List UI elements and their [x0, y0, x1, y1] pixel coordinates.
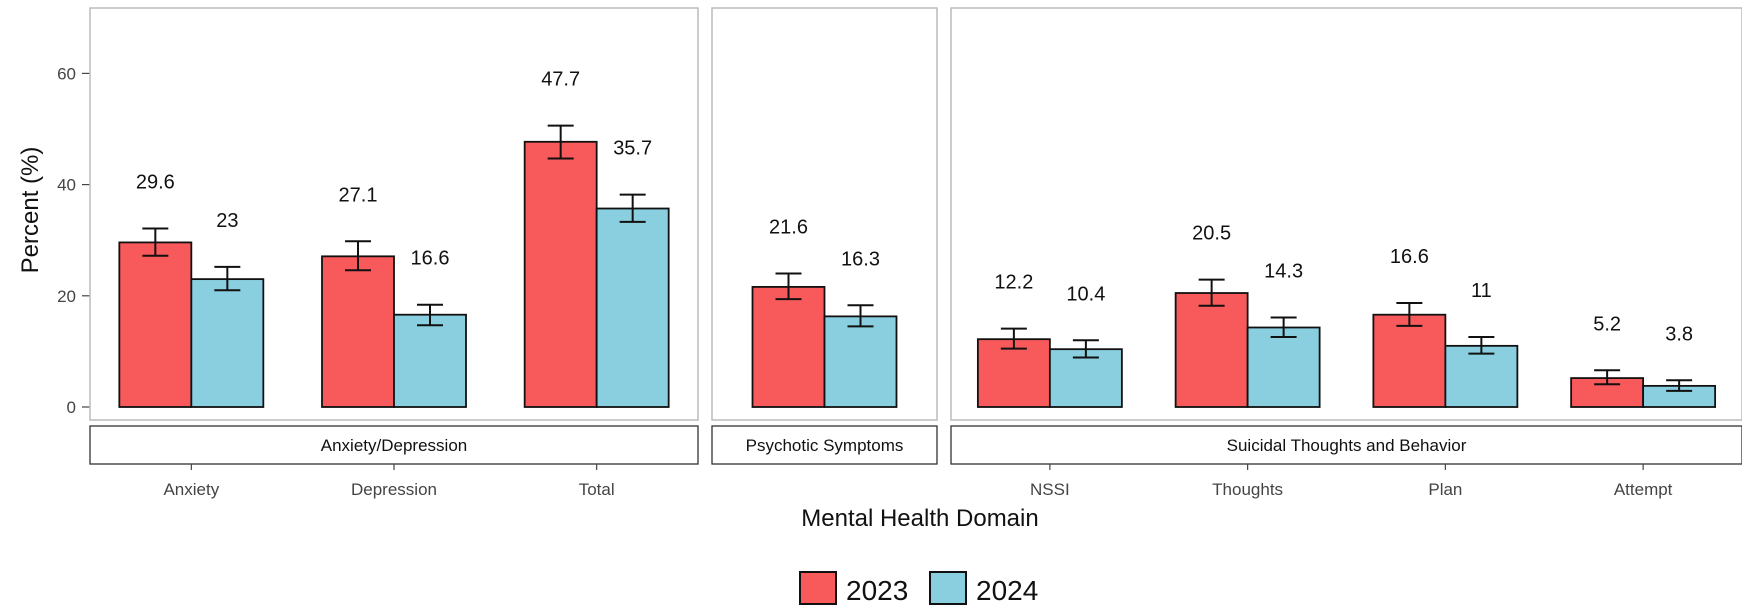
y-tick-label: 20	[57, 287, 76, 306]
facet-strip	[711, 425, 938, 465]
bar-2024	[393, 313, 467, 408]
legend-label: 2024	[976, 575, 1038, 606]
bar-2023	[321, 255, 395, 408]
x-tick-label: Total	[579, 480, 615, 499]
legend: 2023 2024	[799, 571, 1038, 606]
data-label: 47.7	[541, 69, 580, 91]
data-label: 20.5	[1192, 223, 1231, 245]
bar-2024	[190, 278, 265, 408]
facet-panel: Suicidal Thoughts and Behavior NSSI 12.2 10…	[950, 7, 1742, 499]
bar-2023	[1372, 313, 1447, 408]
data-label: 21.6	[769, 217, 808, 239]
data-label: 23	[216, 210, 238, 232]
data-label: 35.7	[613, 138, 652, 160]
bar-2023	[118, 241, 193, 408]
x-tick-label: Thoughts	[1212, 480, 1283, 499]
bar-2024	[1444, 344, 1519, 408]
bar-2023	[751, 286, 826, 408]
data-label: 12.2	[994, 272, 1033, 294]
x-tick-label: Anxiety	[163, 480, 219, 499]
data-label: 16.6	[1390, 246, 1429, 268]
data-label: 11	[1471, 280, 1492, 302]
x-axis-title: Mental Health Domain	[801, 505, 1038, 532]
x-tick-label: Plan	[1428, 480, 1462, 499]
x-tick-label: Attempt	[1614, 480, 1673, 499]
legend-label: 2023	[846, 575, 908, 606]
facet-panel: Anxiety/Depression Anxiety 29.6 23 Depressio…	[89, 7, 699, 499]
facet-strip-label: Suicidal Thoughts and Behavior	[1227, 436, 1467, 455]
data-label: 16.6	[411, 248, 450, 270]
bar-2024	[1246, 326, 1321, 408]
data-label: 3.8	[1665, 323, 1693, 345]
bar-2023	[1174, 292, 1249, 408]
y-tick-label: 60	[57, 64, 76, 83]
x-tick-label: NSSI	[1030, 480, 1070, 499]
data-label: 10.4	[1066, 283, 1105, 305]
data-label: 29.6	[136, 172, 175, 194]
legend-swatch	[799, 571, 837, 605]
data-label: 5.2	[1593, 313, 1621, 335]
facet-strip-label: Psychotic Symptoms	[746, 436, 904, 455]
data-label: 16.3	[841, 248, 880, 270]
facet-strip	[950, 425, 1742, 465]
y-tick-label: 0	[67, 398, 76, 417]
bar-2024	[823, 315, 898, 408]
x-tick-label: Depression	[351, 480, 437, 499]
data-label: 14.3	[1264, 260, 1303, 282]
facet-strip-label: Anxiety/Depression	[321, 436, 467, 455]
data-label: 27.1	[339, 184, 378, 206]
y-tick-label: 40	[57, 176, 76, 195]
bar-2024	[595, 207, 670, 408]
y-axis-title: Percent (%)	[17, 147, 44, 274]
legend-swatch	[929, 571, 967, 605]
y-axis: 0 20 40 60	[57, 64, 90, 417]
bar-2024	[1048, 348, 1123, 408]
bar-2023	[523, 140, 598, 408]
facet-panel: Psychotic Symptoms 21.6 16.3	[711, 7, 938, 465]
chart-panels: Anxiety/Depression Anxiety 29.6 23 Depressio…	[89, 7, 1742, 499]
